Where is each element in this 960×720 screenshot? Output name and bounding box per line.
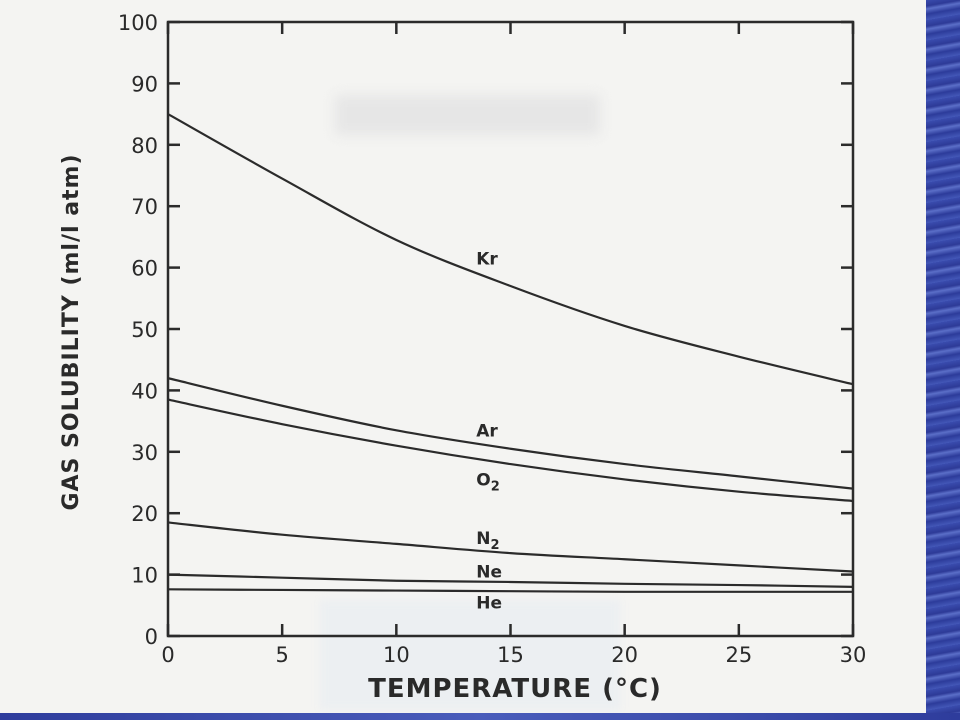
curve-label-kr: Kr: [476, 250, 498, 270]
decorative-band-bottom: [0, 713, 960, 720]
chart-paper: [0, 0, 926, 713]
x-tick-label: 5: [275, 643, 288, 667]
series-line-o2: [167, 398, 854, 503]
y-axis-label: GAS SOLUBILITY (ml/l atm): [59, 153, 84, 510]
x-tick-label: 0: [161, 643, 174, 667]
y-tick-label: 10: [131, 564, 158, 588]
smudge: [320, 600, 620, 710]
series-line-n2: [167, 521, 854, 573]
plot-frame: [166, 20, 855, 638]
y-tick-label: 100: [118, 11, 158, 35]
x-tick-label: 30: [840, 643, 867, 667]
x-tick-label: 10: [383, 643, 410, 667]
curve-label-ne: Ne: [476, 563, 502, 583]
series-line-ne: [167, 573, 854, 588]
y-tick-label: 80: [131, 134, 158, 158]
y-tick-label: 20: [131, 502, 158, 526]
series-line-kr: [167, 113, 854, 386]
y-tick-label: 40: [131, 379, 158, 403]
axes: [166, 20, 855, 638]
x-axis-label: TEMPERATURE (°C): [368, 674, 662, 704]
y-tick-label: 90: [131, 72, 158, 96]
curve-label-n2: N2: [476, 529, 499, 553]
curve-label-subscript: 2: [491, 480, 500, 495]
series-line-ar: [167, 377, 854, 490]
series-line-he: [167, 588, 853, 593]
y-tick-label: 60: [131, 257, 158, 281]
y-tick-label: 50: [131, 318, 158, 342]
smudge: [335, 95, 600, 135]
x-tick-label: 20: [611, 643, 638, 667]
x-tick-label: 15: [497, 643, 524, 667]
y-tick-label: 30: [131, 441, 158, 465]
x-tick-label: 25: [725, 643, 752, 667]
y-ticks: 0 10 20 30 40 50 60 70 80 90 100: [118, 11, 853, 649]
curve-label-o2: O2: [476, 471, 500, 495]
curve-labels: Kr Ar O2 N2 Ne He: [476, 250, 502, 614]
y-tick-label: 0: [145, 625, 158, 649]
y-tick-label: 70: [131, 195, 158, 219]
curve-label-ar: Ar: [476, 421, 498, 441]
curve-label-he: He: [476, 593, 502, 613]
x-ticks: 0 5 10 15 20 25 30: [161, 22, 866, 667]
curve-label-subscript: 2: [490, 538, 499, 553]
decorative-band-right: [926, 0, 960, 720]
solubility-chart: 0 10 20 30 40 50 60 70 80 90 100 0 5 10 15 20 25 30 Kr Ar…: [59, 11, 866, 704]
series-lines: [167, 113, 854, 593]
